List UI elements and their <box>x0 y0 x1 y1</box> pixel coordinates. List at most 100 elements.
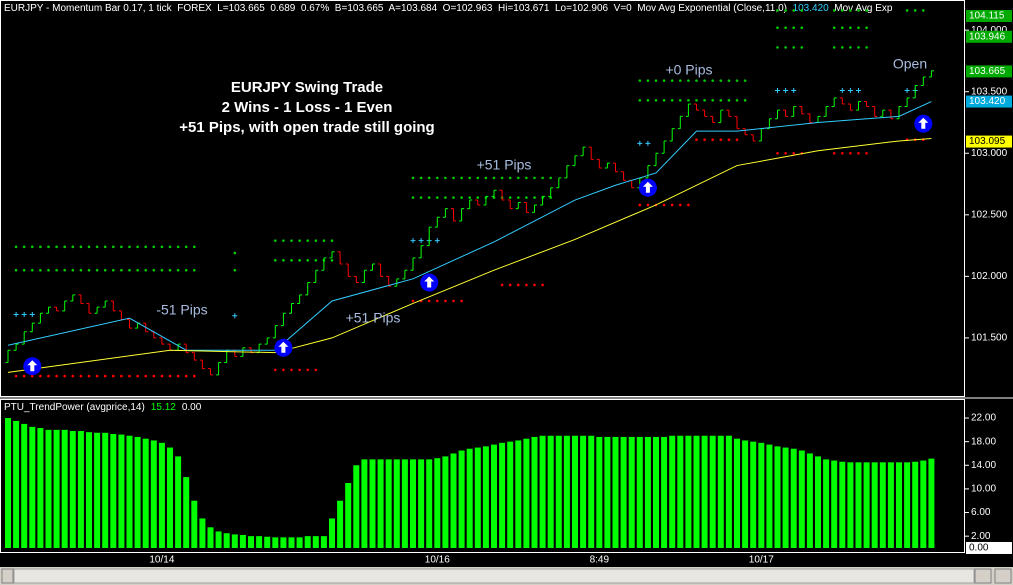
trend-power-bar <box>450 453 457 548</box>
target-level <box>832 26 836 29</box>
momentum-bar <box>880 109 886 117</box>
target-level <box>662 79 666 82</box>
trend-power-bar <box>839 461 846 548</box>
zoom-button[interactable] <box>994 568 1012 584</box>
header-item: 103.420 <box>793 3 830 14</box>
momentum-bar <box>864 101 870 107</box>
target-level <box>695 79 698 82</box>
stop-level <box>865 151 868 155</box>
pips-annotation: -51 Pips <box>156 302 207 318</box>
stop-level <box>184 374 188 378</box>
target-level <box>841 9 844 12</box>
stop-level <box>47 374 50 378</box>
trend-power-bar <box>879 462 886 548</box>
target-level <box>176 245 180 249</box>
target-level <box>103 245 107 249</box>
target-level <box>670 79 674 82</box>
target-level <box>55 245 58 249</box>
momentum-bar <box>410 257 416 271</box>
stop-level <box>282 368 285 372</box>
target-level <box>47 268 50 272</box>
trend-power-bar <box>385 459 392 548</box>
momentum-bar <box>734 115 740 130</box>
momentum-bar <box>353 275 359 284</box>
momentum-bar <box>685 103 691 117</box>
trend-power-bar <box>669 435 676 548</box>
stop-level <box>711 138 714 142</box>
trend-power-bar <box>555 435 562 548</box>
zoom-button[interactable] <box>974 568 992 584</box>
target-level <box>517 196 520 199</box>
stop-level <box>176 374 180 378</box>
trend-power-bar <box>904 462 911 548</box>
trend-power-bar <box>410 459 416 548</box>
trend-power-bar <box>369 459 376 548</box>
stop-level <box>160 374 164 378</box>
scroll-track[interactable] <box>13 568 975 584</box>
momentum-bar <box>596 158 602 169</box>
target-level <box>727 99 731 102</box>
target-level <box>792 46 795 49</box>
target-level <box>314 259 318 262</box>
stop-level <box>79 374 83 378</box>
entry-level <box>434 238 440 244</box>
trend-power-bar <box>539 435 546 548</box>
target-level <box>63 268 66 272</box>
momentum-bar <box>499 189 505 201</box>
trend-power-bar <box>69 431 76 548</box>
target-level <box>784 26 787 29</box>
y-tick-label: 104.000 <box>971 25 1008 36</box>
target-level <box>322 239 326 242</box>
target-level <box>47 245 50 249</box>
stop-level <box>687 203 690 207</box>
target-level <box>687 99 690 102</box>
stop-level <box>452 299 455 303</box>
momentum-bar <box>580 146 586 157</box>
stop-level <box>541 283 544 287</box>
momentum-bar <box>442 208 448 218</box>
trend-power-bar <box>239 534 246 548</box>
entry-level <box>904 87 910 93</box>
trend-power-bar <box>604 436 611 548</box>
trade-summary: EURJPY Swing Trade <box>231 79 383 96</box>
target-level <box>646 79 650 82</box>
target-level <box>638 79 642 82</box>
trend-power-bar <box>847 462 854 548</box>
trend-power-bar <box>620 436 627 548</box>
target-level <box>79 245 83 249</box>
entry-level <box>418 238 424 244</box>
target-level <box>849 26 852 29</box>
momentum-bar <box>208 368 213 376</box>
stop-level <box>508 283 512 287</box>
stop-level <box>193 374 196 378</box>
price-marker <box>966 95 1012 108</box>
momentum-bar <box>661 140 667 154</box>
target-level <box>913 9 917 12</box>
header-item: Mov Avg Exp <box>829 3 893 14</box>
trend-power-bar <box>272 537 279 548</box>
trend-power-bar <box>482 446 489 548</box>
trend-power-bar <box>547 435 554 548</box>
target-level <box>476 196 480 199</box>
y-tick-label: 22.00 <box>971 413 996 424</box>
moving-average <box>7 137 932 373</box>
target-level <box>452 176 455 180</box>
trend-power-bar <box>887 462 894 548</box>
stop-level <box>841 151 844 155</box>
trend-power-bar <box>515 440 522 548</box>
momentum-bar <box>839 97 845 105</box>
entry-level <box>839 87 845 93</box>
trend-power-bar <box>102 432 109 548</box>
trend-power-bar <box>523 438 530 548</box>
stop-level <box>703 138 706 142</box>
target-level <box>168 245 172 249</box>
trend-power-bar <box>61 429 68 548</box>
target-level <box>508 196 512 199</box>
trend-power-bar <box>134 436 141 548</box>
momentum-bar <box>345 263 351 277</box>
momentum-bar <box>29 322 35 333</box>
target-level <box>476 176 480 180</box>
trend-power-bar <box>288 537 295 548</box>
trend-power-bar <box>766 444 773 548</box>
scroll-left[interactable] <box>1 568 14 584</box>
